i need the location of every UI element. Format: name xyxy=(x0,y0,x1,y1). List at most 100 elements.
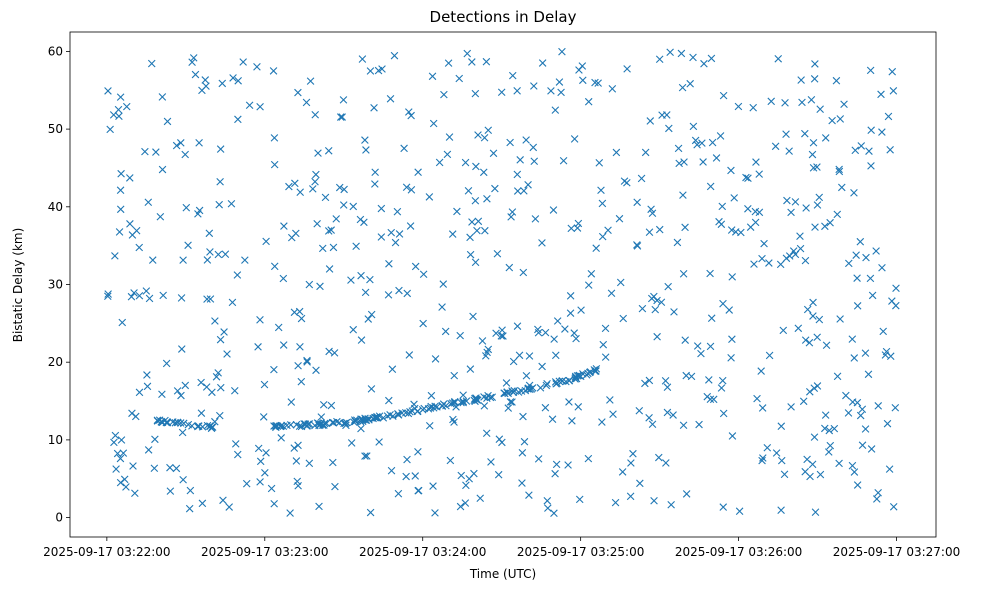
data-point xyxy=(216,411,224,420)
data-point xyxy=(633,198,641,207)
data-point xyxy=(481,352,490,360)
data-point xyxy=(718,202,727,211)
data-point xyxy=(329,418,338,427)
data-point xyxy=(112,465,120,473)
data-point xyxy=(156,212,165,221)
data-point xyxy=(551,469,559,478)
data-point xyxy=(826,218,834,227)
data-point xyxy=(662,459,670,467)
data-point xyxy=(791,198,800,206)
data-point xyxy=(129,462,137,470)
data-point xyxy=(889,87,898,95)
data-point xyxy=(845,259,853,268)
data-point xyxy=(162,359,171,368)
data-point xyxy=(531,215,540,223)
data-point xyxy=(866,66,875,75)
data-point xyxy=(471,196,480,205)
data-point xyxy=(513,87,521,95)
data-point xyxy=(254,343,262,351)
data-point xyxy=(218,79,227,88)
data-point xyxy=(557,88,565,97)
data-point xyxy=(646,117,655,125)
data-point xyxy=(856,411,865,420)
data-point xyxy=(718,376,727,385)
data-point xyxy=(620,177,629,185)
data-point xyxy=(280,222,288,230)
data-point xyxy=(158,390,166,399)
data-point xyxy=(648,420,657,429)
data-point xyxy=(446,456,455,465)
data-point xyxy=(664,282,672,291)
data-point xyxy=(270,262,279,271)
data-point xyxy=(796,244,805,253)
data-point xyxy=(765,351,774,360)
data-point xyxy=(516,156,524,164)
data-point xyxy=(314,149,322,157)
data-point xyxy=(641,379,649,388)
data-point xyxy=(734,102,743,111)
data-point xyxy=(852,251,860,259)
data-point xyxy=(419,270,428,279)
x-tick-label: 2025-09-17 03:24:00 xyxy=(359,545,486,559)
data-point xyxy=(601,324,610,333)
data-point xyxy=(682,371,690,380)
data-point xyxy=(116,93,125,101)
data-point xyxy=(450,397,459,406)
data-point xyxy=(833,372,842,381)
data-point xyxy=(651,305,660,314)
data-point xyxy=(667,500,675,509)
data-point xyxy=(279,422,288,431)
data-point xyxy=(483,195,491,203)
data-point xyxy=(848,335,857,343)
data-point xyxy=(626,492,635,501)
data-point xyxy=(782,254,791,263)
data-point xyxy=(377,204,386,213)
data-point xyxy=(750,260,758,268)
data-point xyxy=(538,59,547,67)
data-point xyxy=(111,431,120,440)
data-point xyxy=(318,421,327,429)
data-point xyxy=(682,490,691,498)
data-point xyxy=(680,158,688,166)
data-point xyxy=(797,76,805,84)
data-point xyxy=(541,403,550,412)
data-point xyxy=(638,304,647,313)
data-point xyxy=(873,495,881,503)
data-point xyxy=(293,477,302,486)
data-point xyxy=(604,226,612,235)
data-point xyxy=(810,384,819,392)
data-point xyxy=(158,93,167,101)
data-point xyxy=(505,263,514,272)
data-point xyxy=(335,183,344,192)
data-point xyxy=(522,371,531,380)
data-point xyxy=(703,392,712,401)
data-point xyxy=(414,407,422,415)
data-point xyxy=(530,82,538,90)
data-point xyxy=(861,425,870,433)
data-point xyxy=(813,333,821,342)
data-point xyxy=(104,292,112,301)
data-point xyxy=(461,158,470,167)
data-point xyxy=(681,223,689,232)
data-point xyxy=(308,185,317,193)
data-point xyxy=(706,182,715,191)
data-point xyxy=(497,88,506,97)
data-point xyxy=(836,115,845,123)
data-point xyxy=(297,377,306,386)
data-point xyxy=(774,54,783,63)
data-point xyxy=(324,227,333,235)
data-point xyxy=(329,243,338,252)
data-point xyxy=(311,421,319,430)
data-point xyxy=(186,486,195,495)
data-point xyxy=(892,284,900,293)
data-point xyxy=(794,324,803,333)
data-point xyxy=(375,438,383,446)
data-point xyxy=(522,136,530,144)
data-point xyxy=(503,388,511,397)
data-point xyxy=(152,148,160,156)
data-point xyxy=(645,228,654,236)
data-point xyxy=(206,248,214,256)
data-point xyxy=(470,396,478,405)
data-point xyxy=(679,191,687,199)
data-point xyxy=(731,228,740,236)
